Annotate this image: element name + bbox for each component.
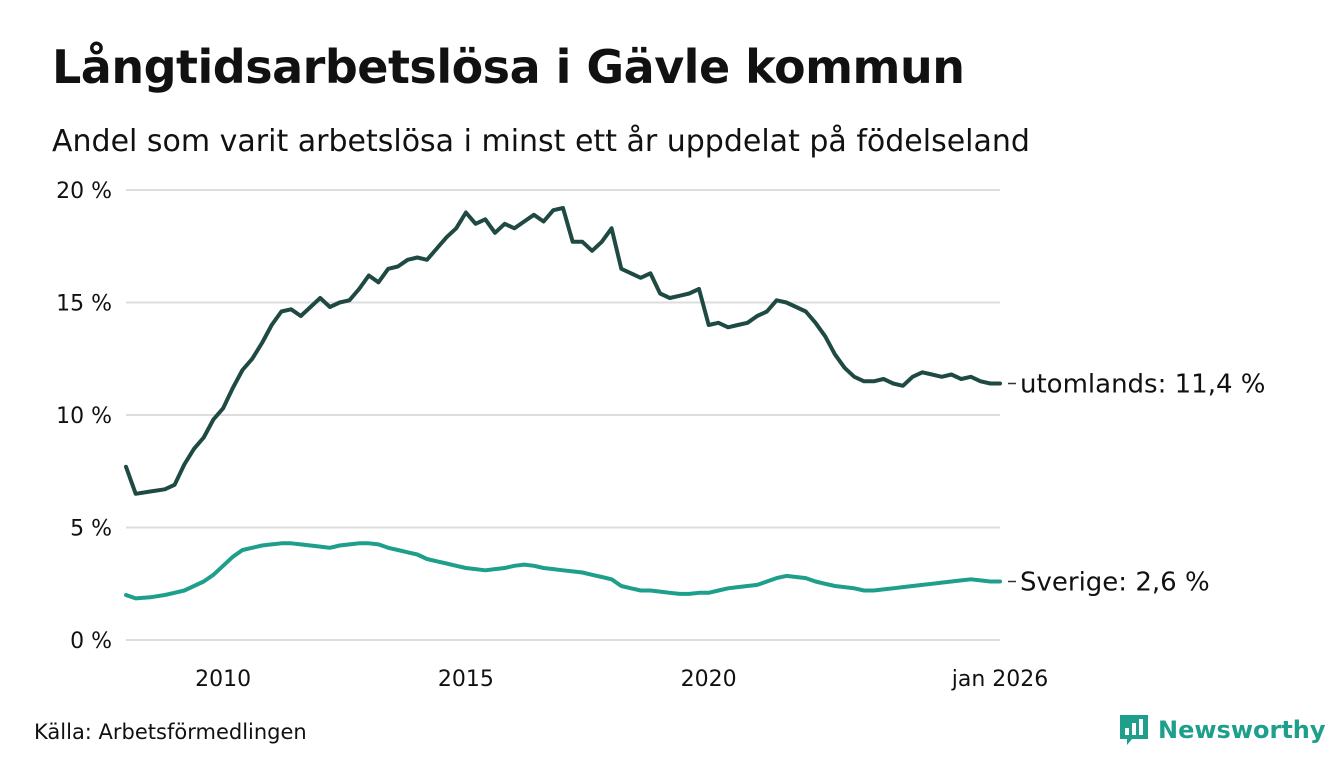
x-tick-label: 2015 <box>438 667 494 692</box>
series-line-sverige <box>124 541 1002 601</box>
y-tick-label: 10 % <box>56 404 112 429</box>
end-label-sverige: Sverige: 2,6 % <box>1020 568 1210 598</box>
gridlines <box>126 189 1000 641</box>
x-tick-label: 2020 <box>681 667 737 692</box>
newsworthy-logo-icon <box>1120 715 1148 745</box>
x-tick-label: jan 2026 <box>951 667 1049 692</box>
y-tick-label: 0 % <box>70 629 112 654</box>
y-tick-label: 5 % <box>70 517 112 542</box>
series-end-labels: utomlands: 11,4 % Sverige: 2,6 % <box>1008 370 1265 598</box>
brand-logo[interactable]: Newsworthy <box>1118 713 1326 747</box>
y-tick-label: 15 % <box>56 292 112 317</box>
y-axis-ticks: 0 % 5 % 10 % 15 % 20 % <box>56 179 112 654</box>
y-tick-label: 20 % <box>56 179 112 204</box>
series-lines <box>124 206 1002 601</box>
series-line-utomlands <box>124 206 1002 496</box>
source-note: Källa: Arbetsförmedlingen <box>34 720 307 744</box>
x-axis-ticks: 2010 2015 2020 jan 2026 <box>195 667 1048 692</box>
x-tick-label: 2010 <box>195 667 251 692</box>
chart-title: Långtidsarbetslösa i Gävle kommun <box>52 40 965 94</box>
chart-subtitle: Andel som varit arbetslösa i minst ett å… <box>52 124 1030 159</box>
brand-name: Newsworthy <box>1158 716 1326 744</box>
end-label-utomlands: utomlands: 11,4 % <box>1020 370 1265 400</box>
